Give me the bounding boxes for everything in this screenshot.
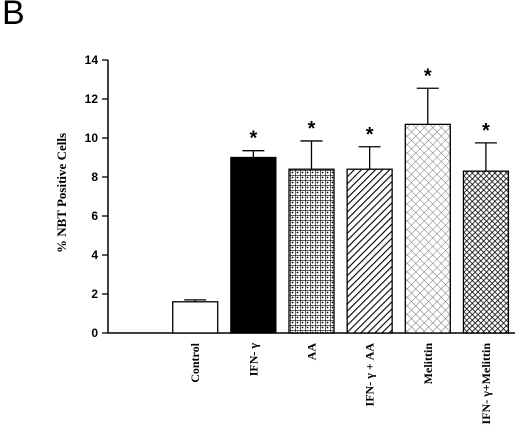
y-tick-label: 12: [85, 92, 99, 106]
x-category-label: IFN- γ + AA: [363, 343, 377, 407]
x-category-label: Control: [188, 342, 202, 382]
significance-marker: *: [366, 124, 374, 146]
y-axis-label: % NBT Positive Cells: [54, 133, 69, 253]
bar: [404, 123, 451, 334]
x-category-label: Melittin: [421, 343, 435, 385]
y-tick-label: 2: [91, 287, 98, 301]
bars: * * * * *: [172, 65, 510, 334]
x-category-label: IFN- γ+Melittin: [479, 343, 493, 425]
significance-marker: *: [482, 120, 490, 142]
y-tick-label: 14: [85, 53, 99, 67]
bar: [172, 301, 219, 334]
y-tick-label: 4: [91, 248, 98, 262]
y-tick-label: 8: [91, 170, 98, 184]
y-tick-label: 10: [85, 131, 99, 145]
y-axis-ticks: 0 2 4 6 8 10 12 14: [85, 53, 108, 340]
x-axis-labels: Control IFN- γ AA IFN- γ + AA Melittin IFN- γ…: [188, 342, 493, 424]
bar: [462, 170, 510, 334]
significance-marker: *: [249, 128, 257, 150]
bar: [288, 168, 335, 334]
significance-marker: *: [424, 65, 432, 87]
y-tick-label: 6: [91, 209, 98, 223]
x-category-label: AA: [305, 343, 319, 361]
bar: [346, 168, 393, 334]
significance-marker: *: [308, 118, 316, 140]
x-category-label: IFN- γ: [246, 343, 260, 377]
bar: [230, 156, 277, 334]
y-tick-label: 0: [91, 326, 98, 340]
panel-label: B: [2, 0, 25, 32]
